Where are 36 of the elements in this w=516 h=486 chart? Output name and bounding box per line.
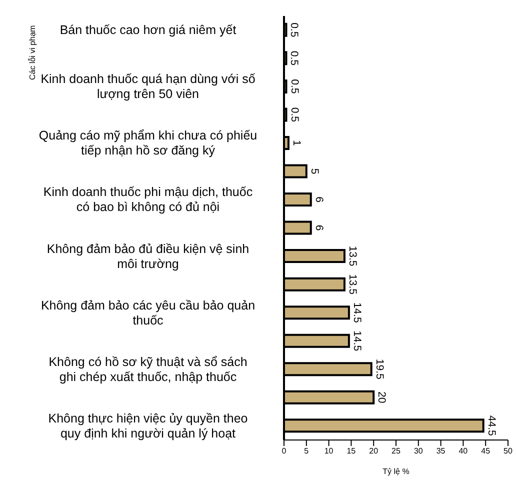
data-label: 0.5 <box>288 22 300 38</box>
data-label: 6 <box>312 196 325 203</box>
data-label: 13.5 <box>346 274 358 295</box>
x-tick-label: 5 <box>304 446 310 456</box>
data-label: 14.5 <box>350 302 363 323</box>
y-tick-label: Kinh doanh thuốc quá hạn dùng với số lượng trên 50 viên <box>40 72 256 102</box>
y-axis-title: Các lỗi vi phạm <box>28 24 38 82</box>
x-tick-label: 50 <box>504 446 513 456</box>
y-tick-label: Kinh doanh thuốc phi mậu dịch, thuốc có bao bì không có đủ nội <box>43 185 253 214</box>
y-tick-label: Không có hồ sơ kỹ thuật và sổ sách ghi chép xuất thuốc, nhập thuốc <box>48 354 248 384</box>
x-tick-label: 30 <box>414 446 424 456</box>
x-tick-label: 10 <box>324 446 334 456</box>
x-tick-label: 35 <box>436 446 446 456</box>
data-label: 20 <box>376 392 388 404</box>
x-tick-label: 25 <box>392 446 401 456</box>
x-tick-label: 15 <box>346 446 356 456</box>
data-label: 0.5 <box>288 79 300 94</box>
x-tick-label: 20 <box>369 446 379 456</box>
data-label: 14.5 <box>350 330 363 352</box>
x-axis-title: Tỷ lệ % <box>382 467 410 476</box>
x-tick-label: 45 <box>481 446 491 456</box>
y-tick-label: Không đảm bảo đủ điều kiện vệ sinh môi trường <box>46 242 250 271</box>
x-tick-label: 0 <box>282 446 287 456</box>
y-tick-label: Quảng cáo mỹ phẩm khi chưa có phiếu tiếp nhận hồ sơ đăng ký <box>38 128 258 158</box>
data-label: 1 <box>290 140 302 146</box>
data-label: 13.5 <box>346 246 358 266</box>
y-tick-label: Không đảm bảo các yêu cầu bảo quản thuốc <box>40 298 256 328</box>
data-label: 0.5 <box>288 107 300 122</box>
data-label: 0.5 <box>288 50 300 66</box>
y-tick-label: Bán thuốc cao hơn giá niêm yết <box>60 23 237 38</box>
data-label: 6 <box>312 224 325 231</box>
data-label: 5 <box>308 168 320 174</box>
data-label: 19.5 <box>373 358 386 380</box>
x-tick-label: 40 <box>458 446 468 456</box>
data-label: 44.5 <box>485 415 498 436</box>
y-tick-label: Không thực hiện việc ủy quyền theo quy định khi người quản lý hoạt <box>48 411 248 440</box>
